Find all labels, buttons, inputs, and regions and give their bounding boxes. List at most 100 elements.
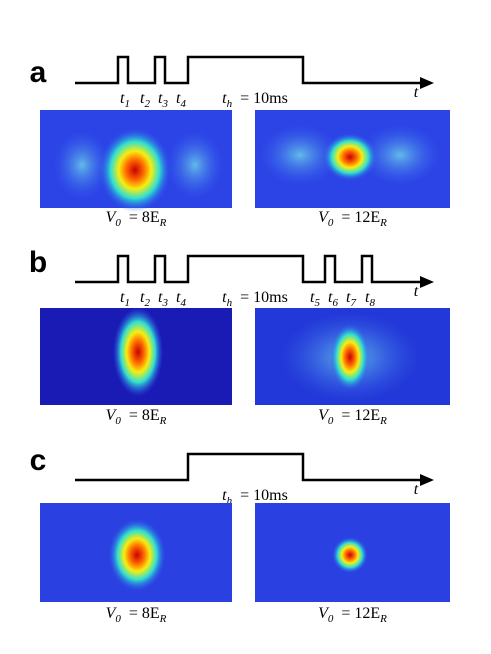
math-label: t1 [120,90,130,110]
math-label: th = 10ms [222,90,288,110]
atom-cloud [323,133,377,181]
math-text: V [106,209,118,226]
arrow-head [420,474,434,486]
math-text: t [222,289,227,306]
subscript: h [227,495,233,507]
atom-cloud [330,323,370,391]
math-text: t [222,90,227,107]
math-label: V0 = 12ER [318,605,387,625]
atom-halo [260,125,340,185]
math-text: t [346,289,351,306]
panel-label: c [30,444,47,477]
panel-label: b [29,246,47,279]
atom-halo [54,131,110,199]
math-text: = 12E [337,605,380,622]
math-label: t3 [158,90,168,110]
math-text: t [140,289,145,306]
math-text: t [365,289,370,306]
math-label: t8 [365,289,375,309]
subscript: R [379,613,387,625]
atom-cloud [99,128,171,212]
math-text: t [158,289,163,306]
subscript: 0 [328,415,334,427]
math-label: t6 [328,289,338,309]
math-text: V [318,605,330,622]
subscript: 0 [115,415,121,427]
math-label: t [414,481,419,498]
timing-sequence [75,55,430,85]
subscript: 1 [124,98,130,110]
math-text: = 10ms [236,289,288,306]
math-label: t2 [140,90,150,110]
panel-label: a [30,56,47,89]
subscript: 3 [161,98,168,110]
math-text: V [106,407,118,424]
math-label: t5 [310,289,320,309]
math-label: V0 = 8ER [106,209,167,229]
subscript: R [159,415,167,427]
math-text: = 12E [337,407,380,424]
subscript: 7 [350,297,356,309]
math-text: t [176,289,181,306]
subscript: 4 [180,297,186,309]
math-text: V [318,209,330,226]
math-label: V0 = 12ER [318,209,387,229]
subscript: 0 [115,217,121,229]
atom-cloud [108,518,166,592]
math-label: t3 [158,289,168,309]
math-text: = 10ms [236,90,288,107]
subscript: 2 [144,297,150,309]
timing-sequence [75,254,430,284]
math-label: t [414,84,419,101]
math-label: t [414,283,419,300]
math-text: t [176,90,181,107]
subscript: R [159,217,167,229]
math-text: = 8E [125,209,160,226]
subscript: 8 [369,297,375,309]
subscript: 0 [115,613,121,625]
math-text: = 8E [125,407,160,424]
math-text: t [328,289,333,306]
subscript: 3 [161,297,168,309]
atom-halo [167,131,223,199]
arrow-head [420,276,434,288]
math-text: t [414,283,419,300]
math-text: t [158,90,163,107]
atom-cloud [112,307,164,397]
math-text: t [222,487,227,504]
math-text: = 12E [337,209,380,226]
math-text: = 8E [125,605,160,622]
subscript: 1 [124,297,130,309]
subscript: R [379,415,387,427]
subscript: h [227,98,233,110]
math-label: t2 [140,289,150,309]
math-label: V0 = 8ER [106,407,167,427]
math-label: th = 10ms [222,289,288,309]
math-text: V [318,407,330,424]
math-text: t [120,289,125,306]
timing-sequence [75,452,430,482]
subscript: 2 [144,98,150,110]
subscript: h [227,297,233,309]
math-text: V [106,605,118,622]
math-label: t7 [346,289,356,309]
math-text: t [414,84,419,101]
subscript: R [379,217,387,229]
math-text: t [310,289,315,306]
subscript: 0 [328,613,334,625]
math-text: = 10ms [236,487,288,504]
math-label: V0 = 12ER [318,407,387,427]
math-text: t [120,90,125,107]
atom-cloud [332,536,368,574]
math-text: t [414,481,419,498]
subscript: R [159,613,167,625]
subscript: 6 [332,297,338,309]
math-label: t1 [120,289,130,309]
math-label: t4 [176,289,186,309]
math-text: t [140,90,145,107]
subscript: 0 [328,217,334,229]
math-label: V0 = 8ER [106,605,167,625]
atom-halo [360,125,440,185]
subscript: 5 [314,297,320,309]
